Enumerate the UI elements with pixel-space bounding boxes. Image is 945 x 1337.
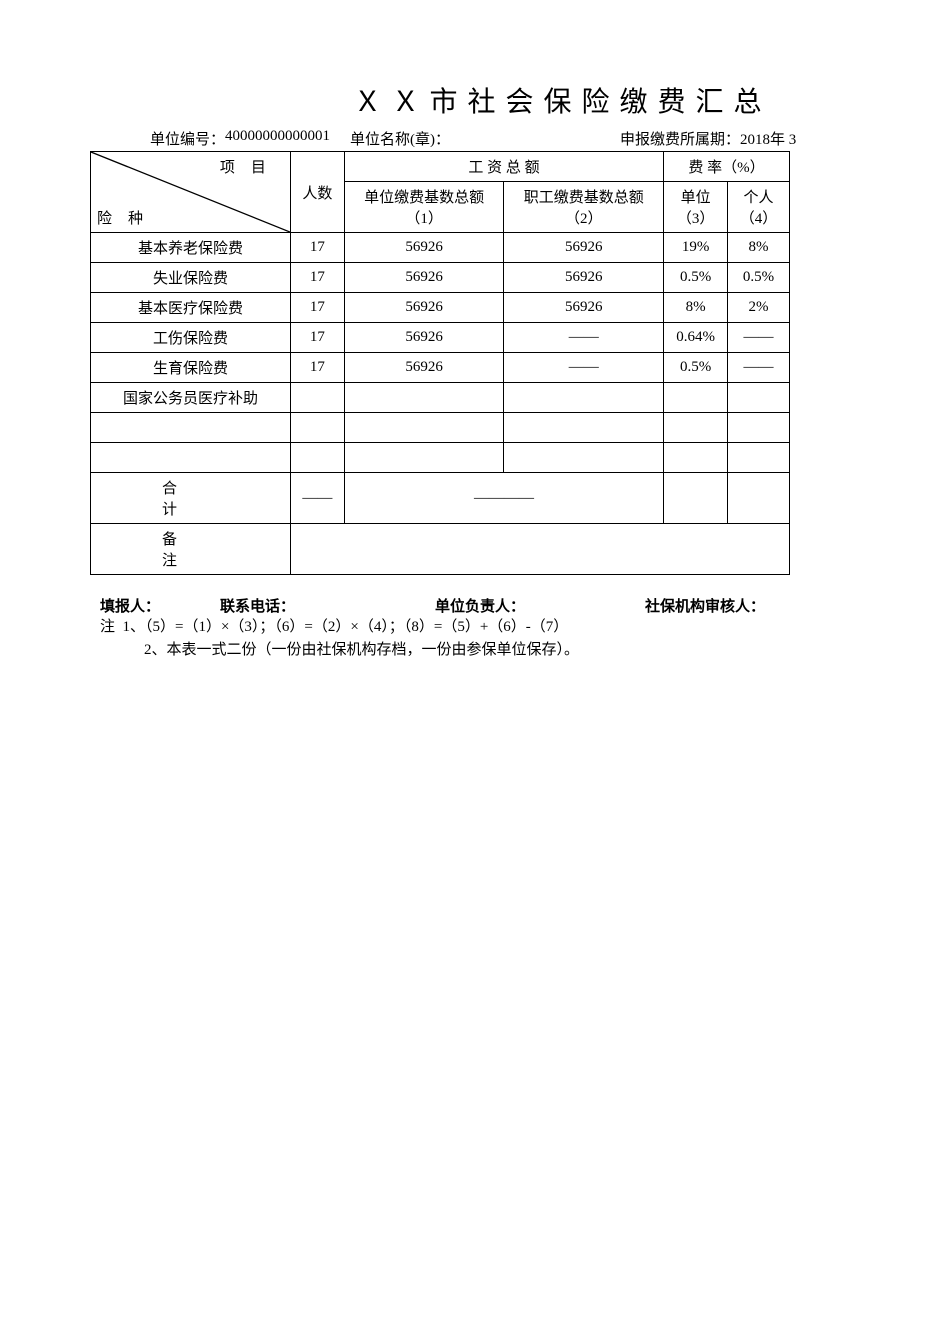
row-unit-rate: 0.64%: [664, 323, 728, 353]
row-unit-base: 56926: [344, 353, 504, 383]
header-unit-base: 单位缴费基数总额 （1）: [344, 182, 504, 233]
table-row: 工伤保险费 17 56926 —— 0.64% ——: [91, 323, 790, 353]
row-people: 17: [290, 293, 344, 323]
row-unit-base: 56926: [344, 263, 504, 293]
row-person-rate: 2%: [728, 293, 790, 323]
header-person-text: 个人: [730, 186, 787, 207]
row-person-rate: [728, 383, 790, 413]
footer-row: 填报人： 联系电话： 单位负责人： 社保机构审核人：: [90, 595, 855, 616]
meta-row: 单位编号： 40000000000001 单位名称(章)： 申报缴费所属期： 2…: [90, 128, 855, 149]
row-person-rate: 8%: [728, 233, 790, 263]
row-unit-base: [344, 383, 504, 413]
row-name: 工伤保险费: [91, 323, 291, 353]
header-unit-base-text: 单位缴费基数总额: [347, 186, 502, 207]
header-unit-sub: （3）: [666, 207, 725, 228]
row-emp-base: ——: [504, 353, 664, 383]
unit-no: 40000000000001: [225, 128, 330, 149]
row-name: 基本医疗保险费: [91, 293, 291, 323]
row-name: [91, 413, 291, 443]
header-wage-total: 工 资 总 额: [344, 152, 663, 182]
header-people: 人数: [290, 152, 344, 233]
unit-name-label: 单位名称(章)：: [350, 128, 450, 149]
total-base: ————: [344, 473, 663, 524]
remark-content: [290, 524, 789, 575]
row-person-rate: [728, 413, 790, 443]
table-row: [91, 413, 790, 443]
row-name: 生育保险费: [91, 353, 291, 383]
total-unit-rate: [664, 473, 728, 524]
notes: 注 1、（5）=（1）×（3）；（6）=（2）×（4）；（8）=（5）+（6）-…: [90, 616, 855, 661]
header-rate: 费 率（%）: [664, 152, 790, 182]
row-people: 17: [290, 233, 344, 263]
notes-prefix: 注: [100, 619, 115, 635]
row-name: 基本养老保险费: [91, 233, 291, 263]
row-people: [290, 413, 344, 443]
row-people: [290, 383, 344, 413]
row-unit-rate: 8%: [664, 293, 728, 323]
period-value: 2018年 3: [740, 128, 796, 149]
remark-row: 备 注: [91, 524, 790, 575]
header-emp-base-text: 职工缴费基数总额: [506, 186, 661, 207]
footer-filler: 填报人：: [100, 595, 160, 616]
row-unit-rate: 0.5%: [664, 353, 728, 383]
footer-phone: 联系电话：: [220, 595, 295, 616]
row-unit-rate: [664, 383, 728, 413]
remark-label: 备 注: [91, 524, 291, 575]
row-person-rate: ——: [728, 323, 790, 353]
total-person-rate: [728, 473, 790, 524]
row-name: [91, 443, 291, 473]
insurance-table: 项目 险种 人数 工 资 总 额 费 率（%） 单位缴费基数总额 （1） 职工缴…: [90, 151, 790, 575]
row-emp-base: ——: [504, 323, 664, 353]
table-row: 基本医疗保险费 17 56926 56926 8% 2%: [91, 293, 790, 323]
row-people: [290, 443, 344, 473]
row-emp-base: 56926: [504, 233, 664, 263]
header-person-rate: 个人 （4）: [728, 182, 790, 233]
row-unit-rate: 0.5%: [664, 263, 728, 293]
row-name: 国家公务员医疗补助: [91, 383, 291, 413]
table-row: 生育保险费 17 56926 —— 0.5% ——: [91, 353, 790, 383]
notes-line2: 2、本表一式二份（一份由社保机构存档，一份由参保单位保存）。: [100, 639, 855, 662]
row-unit-rate: [664, 443, 728, 473]
row-people: 17: [290, 323, 344, 353]
notes-line1: 1、（5）=（1）×（3）；（6）=（2）×（4）；（8）=（5）+（6）-（7…: [123, 619, 569, 635]
total-row: 合 计 —— ————: [91, 473, 790, 524]
period-label: 申报缴费所属期：: [620, 128, 740, 149]
footer-auditor: 社保机构审核人：: [645, 595, 765, 616]
table-row: 国家公务员医疗补助: [91, 383, 790, 413]
row-person-rate: 0.5%: [728, 263, 790, 293]
row-emp-base: [504, 413, 664, 443]
row-name: 失业保险费: [91, 263, 291, 293]
row-person-rate: ——: [728, 353, 790, 383]
row-unit-rate: [664, 413, 728, 443]
row-emp-base: 56926: [504, 293, 664, 323]
table-row: 基本养老保险费 17 56926 56926 19% 8%: [91, 233, 790, 263]
header-emp-base-sub: （2）: [506, 207, 661, 228]
row-unit-rate: 19%: [664, 233, 728, 263]
header-kind: 险种: [97, 207, 159, 228]
header-emp-base: 职工缴费基数总额 （2）: [504, 182, 664, 233]
header-unit-base-sub: （1）: [347, 207, 502, 228]
row-people: 17: [290, 263, 344, 293]
unit-no-label: 单位编号：: [150, 128, 225, 149]
page-title: ＸＸ市社会保险缴费汇总: [90, 80, 855, 120]
row-unit-base: [344, 443, 504, 473]
row-emp-base: [504, 383, 664, 413]
row-unit-base: 56926: [344, 293, 504, 323]
header-person-sub: （4）: [730, 207, 787, 228]
row-unit-base: 56926: [344, 323, 504, 353]
row-person-rate: [728, 443, 790, 473]
row-emp-base: 56926: [504, 263, 664, 293]
header-unit-text: 单位: [666, 186, 725, 207]
diag-header-cell: 项目 险种: [91, 152, 291, 233]
row-emp-base: [504, 443, 664, 473]
row-people: 17: [290, 353, 344, 383]
table-row: [91, 443, 790, 473]
footer-manager: 单位负责人：: [435, 595, 525, 616]
header-unit-rate: 单位 （3）: [664, 182, 728, 233]
row-unit-base: 56926: [344, 233, 504, 263]
total-label: 合 计: [91, 473, 291, 524]
row-unit-base: [344, 413, 504, 443]
table-row: 失业保险费 17 56926 56926 0.5% 0.5%: [91, 263, 790, 293]
header-project: 项目: [220, 156, 282, 177]
